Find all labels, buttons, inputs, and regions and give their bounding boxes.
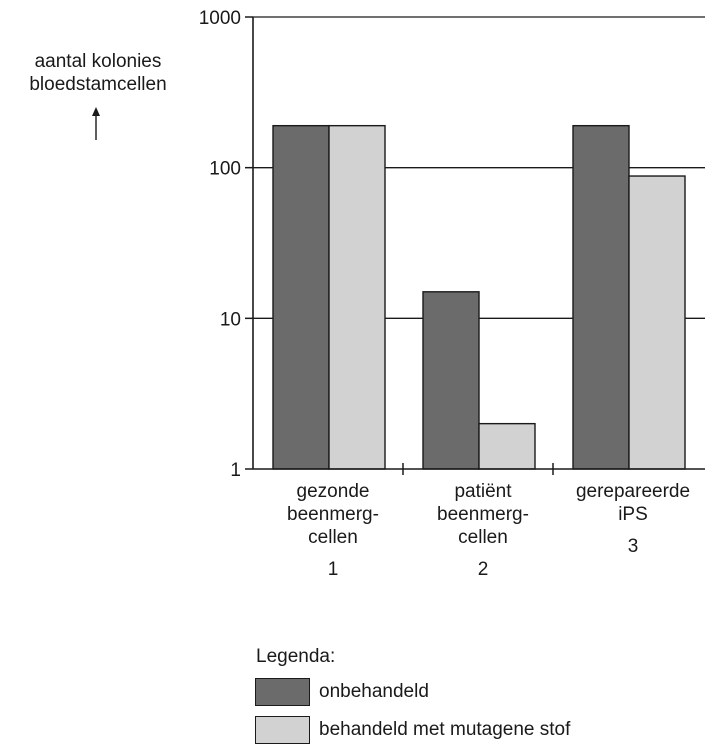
legend-label-treated: behandeld met mutagene stof bbox=[319, 719, 571, 740]
category-label-3: gerepareerde iPS 3 bbox=[553, 480, 705, 558]
category-label-2: patiënt beenmerg- cellen 2 bbox=[403, 480, 563, 581]
category-number-3: 3 bbox=[627, 536, 639, 557]
legend-title: Legenda: bbox=[256, 646, 336, 667]
bar-cat1-series1 bbox=[272, 124, 330, 470]
up-arrow-icon bbox=[92, 107, 100, 116]
y-axis-label: aantal kolonies bloedstamcellen bbox=[0, 50, 196, 96]
bar-cat3-series1 bbox=[572, 124, 630, 470]
legend-item-untreated: onbehandeld bbox=[255, 677, 429, 707]
bar-cat2-series2 bbox=[478, 422, 536, 470]
legend-item-treated: behandeld met mutagene stof bbox=[255, 715, 570, 745]
bar-cat2-series1 bbox=[422, 291, 480, 470]
y-tick-label-100: 100 bbox=[209, 159, 241, 180]
bar-cat3-series2 bbox=[628, 175, 686, 470]
y-axis-label-line-2: bloedstamcellen bbox=[29, 74, 167, 95]
legend-label-untreated: onbehandeld bbox=[319, 681, 429, 702]
bar-cat1-series2 bbox=[328, 124, 386, 470]
category-label-1: gezonde beenmerg- cellen 1 bbox=[253, 480, 413, 581]
legend-swatch-untreated bbox=[255, 678, 310, 706]
category-number-1: 1 bbox=[327, 559, 339, 580]
y-tick-label-1: 1 bbox=[230, 460, 241, 481]
category-number-2: 2 bbox=[477, 559, 489, 580]
y-tick-label-10: 10 bbox=[220, 309, 241, 330]
legend-swatch-treated bbox=[255, 716, 310, 744]
y-tick-label-1000: 1000 bbox=[199, 8, 241, 29]
y-axis-label-line-1: aantal kolonies bbox=[34, 51, 162, 72]
